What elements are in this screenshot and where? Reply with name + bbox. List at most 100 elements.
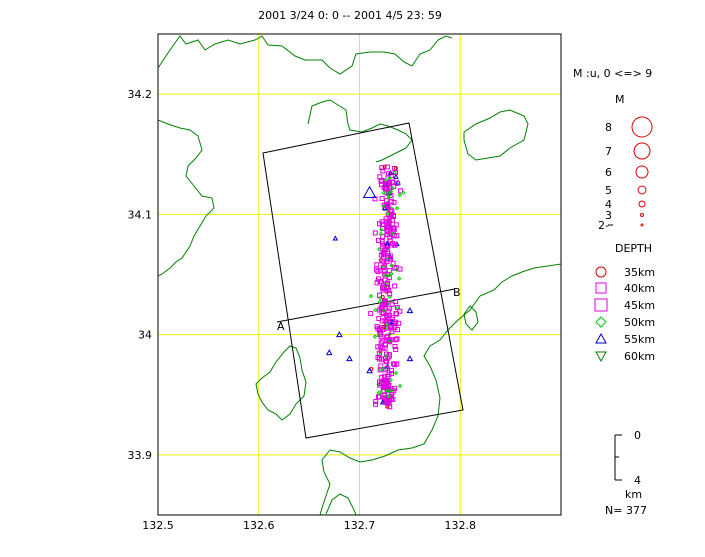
event-marker <box>394 327 400 333</box>
event-marker <box>377 279 383 285</box>
magnitude-symbol <box>635 165 649 179</box>
event-marker <box>389 329 395 335</box>
event-marker <box>388 377 393 383</box>
island-small-1 <box>572 92 590 108</box>
event-marker <box>389 314 395 320</box>
event-marker <box>394 305 400 311</box>
event-marker <box>389 271 394 277</box>
event-marker <box>374 262 380 268</box>
event-marker <box>380 294 385 299</box>
event-marker <box>388 214 394 220</box>
event-marker <box>381 373 387 379</box>
depth-legend-symbol <box>595 316 607 328</box>
event-marker <box>392 362 398 368</box>
magnitude-label: 6 <box>605 166 612 179</box>
magnitude-label: 4 <box>605 198 612 211</box>
event-marker <box>379 318 385 324</box>
event-marker <box>378 330 384 336</box>
event-marker <box>386 191 391 196</box>
event-marker <box>378 340 384 346</box>
event-marker <box>396 320 402 326</box>
event-marker <box>386 219 392 225</box>
event-marker <box>394 336 400 342</box>
event-marker <box>381 384 387 390</box>
event-marker <box>388 323 394 329</box>
event-marker <box>386 268 392 274</box>
event-marker <box>384 229 390 235</box>
event-marker <box>389 206 394 211</box>
event-marker <box>384 182 390 188</box>
event-marker <box>388 189 394 194</box>
y-axis-labels: 34.2 34.1 34 33.9 <box>128 88 153 462</box>
event-marker <box>373 398 379 404</box>
depth-scale-top: 0 <box>634 429 641 442</box>
event-marker <box>391 242 397 248</box>
depth-scale-bar: 0 4 km <box>614 429 642 501</box>
event-marker <box>393 370 399 376</box>
event-marker <box>375 238 381 244</box>
event-marker <box>346 355 353 362</box>
event-marker <box>384 203 390 209</box>
event-marker <box>392 344 398 350</box>
event-marker <box>387 175 392 181</box>
depth-legend-label: 60km <box>624 350 655 363</box>
event-marker <box>376 351 382 357</box>
depth-legend-label: 35km <box>624 266 655 279</box>
event-marker <box>379 177 385 183</box>
event-marker <box>380 168 386 174</box>
event-marker <box>396 276 402 281</box>
x-tick-label: 132.6 <box>243 519 275 532</box>
event-marker <box>384 334 390 340</box>
event-marker <box>392 283 398 289</box>
event-marker <box>380 234 386 240</box>
coastline-center <box>307 99 413 163</box>
coastlines <box>158 35 604 515</box>
magnitude-label: 2- <box>598 219 609 232</box>
event-marker <box>387 294 392 300</box>
event-marker <box>392 385 398 391</box>
event-marker <box>386 372 392 378</box>
event-marker <box>387 291 393 297</box>
event-marker <box>377 299 383 305</box>
coastline-north <box>158 35 453 75</box>
magnitude-legend-title: M <box>615 93 625 106</box>
event-marker <box>378 231 384 237</box>
event-marker <box>389 198 395 204</box>
event-marker <box>382 271 388 277</box>
event-marker <box>389 391 395 397</box>
event-marker <box>394 180 400 186</box>
magnitude-symbol <box>633 142 651 160</box>
event-marker <box>376 307 382 313</box>
magnitude-label: 7 <box>605 145 612 158</box>
depth-legend-label: 40km <box>624 282 655 295</box>
event-marker <box>393 222 399 228</box>
event-marker <box>379 196 385 202</box>
event-marker <box>375 344 381 350</box>
event-marker <box>368 311 374 317</box>
y-tick-label: 34.1 <box>128 208 153 221</box>
event-marker <box>381 250 387 256</box>
magnitude-symbol <box>631 116 653 138</box>
magnitude-label: 8 <box>605 121 612 134</box>
depth-legend: DEPTH 35km 40km 45km 50km 55km 60km <box>594 242 655 363</box>
event-count: N= 377 <box>605 504 647 517</box>
island-small-2 <box>592 116 604 128</box>
event-marker <box>374 267 380 273</box>
event-marker <box>394 205 400 211</box>
depth-legend-label: 45km <box>624 299 655 312</box>
magnitude-symbol <box>638 200 646 208</box>
event-marker <box>378 356 384 362</box>
x-tick-label: 132.5 <box>142 519 174 532</box>
depth-scale-bottom: 4 <box>634 474 641 487</box>
event-marker <box>378 324 384 330</box>
section-label-a: A <box>277 320 285 333</box>
event-marker <box>376 221 382 227</box>
event-marker <box>406 355 414 362</box>
event-marker <box>386 394 391 399</box>
event-marker <box>373 401 379 407</box>
event-marker <box>393 299 399 305</box>
event-marker <box>375 326 381 332</box>
island-east <box>463 109 529 161</box>
plot-frame <box>157 33 562 516</box>
y-tick-label: 34.2 <box>128 88 153 101</box>
